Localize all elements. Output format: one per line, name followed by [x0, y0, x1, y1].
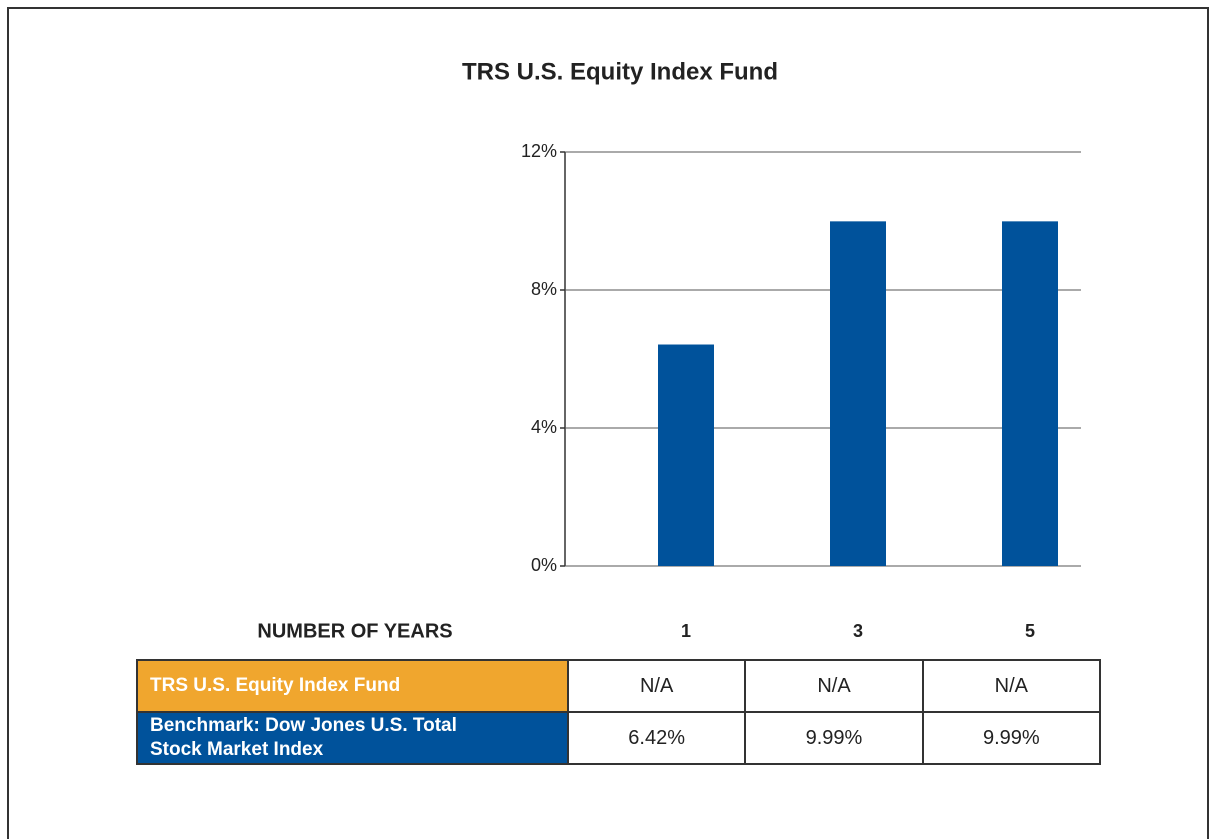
bar: [1002, 221, 1058, 566]
row-label: TRS U.S. Equity Index Fund: [150, 675, 401, 696]
value-cell: N/A: [744, 659, 924, 713]
value-cell: N/A: [921, 659, 1102, 713]
x-tick-label: 5: [1025, 621, 1035, 641]
row-label-cell: TRS U.S. Equity Index Fund: [136, 659, 569, 713]
x-axis-label: NUMBER OF YEARS: [257, 620, 452, 642]
x-tick-label: 3: [853, 621, 863, 641]
row-label-cell: Benchmark: Dow Jones U.S. Total Stock Ma…: [136, 711, 569, 765]
table-row: TRS U.S. Equity Index Fund N/A N/A N/A: [136, 659, 1102, 713]
bar: [658, 344, 714, 566]
y-tick-label: 4%: [531, 417, 557, 437]
value-cell: 9.99%: [744, 711, 924, 765]
frame: [7, 7, 1209, 839]
x-tick-label: 1: [681, 621, 691, 641]
row-label: Benchmark: Dow Jones U.S. Total Stock Ma…: [150, 715, 457, 760]
chart-title: TRS U.S. Equity Index Fund: [462, 58, 778, 85]
y-tick-label: 0%: [531, 555, 557, 575]
y-tick-label: 12%: [521, 141, 557, 161]
value-cell: N/A: [566, 659, 747, 713]
y-tick-label: 8%: [531, 279, 557, 299]
value-cell: 6.42%: [566, 711, 747, 765]
bar: [830, 221, 886, 566]
table-row: Benchmark: Dow Jones U.S. Total Stock Ma…: [136, 711, 1102, 765]
value-cell: 9.99%: [921, 711, 1102, 765]
data-table: TRS U.S. Equity Index Fund N/A N/A N/A Bench…: [136, 659, 1102, 765]
